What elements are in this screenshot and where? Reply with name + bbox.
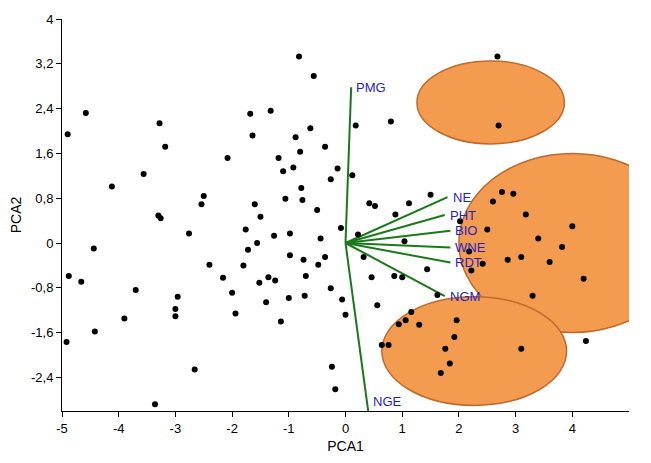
svg-text:RDT: RDT: [455, 255, 482, 270]
svg-text:PHT: PHT: [450, 208, 476, 223]
svg-text:-2: -2: [226, 421, 238, 436]
svg-text:-0,8: -0,8: [31, 280, 53, 295]
svg-text:4: 4: [46, 12, 53, 27]
svg-text:-5: -5: [56, 421, 68, 436]
svg-text:WNE: WNE: [455, 240, 486, 255]
svg-text:3: 3: [512, 421, 519, 436]
svg-text:NGE: NGE: [373, 394, 402, 409]
svg-text:0: 0: [46, 236, 53, 251]
svg-text:PCA1: PCA1: [327, 438, 364, 454]
svg-text:-1: -1: [283, 421, 295, 436]
svg-text:-4: -4: [113, 421, 125, 436]
svg-text:-3: -3: [170, 421, 182, 436]
svg-text:NE: NE: [453, 190, 471, 205]
svg-text:PMG: PMG: [356, 80, 386, 95]
svg-text:1: 1: [399, 421, 406, 436]
svg-text:2: 2: [455, 421, 462, 436]
svg-text:1,6: 1,6: [35, 146, 53, 161]
svg-text:0,8: 0,8: [35, 191, 53, 206]
svg-text:NGM: NGM: [450, 289, 480, 304]
svg-text:4: 4: [569, 421, 576, 436]
svg-text:2,4: 2,4: [35, 101, 53, 116]
svg-text:-2,4: -2,4: [31, 370, 53, 385]
svg-text:3,2: 3,2: [35, 56, 53, 71]
svg-text:PCA2: PCA2: [8, 197, 24, 234]
svg-text:0: 0: [342, 421, 349, 436]
svg-text:-1,6: -1,6: [31, 325, 53, 340]
svg-text:BIO: BIO: [455, 223, 477, 238]
